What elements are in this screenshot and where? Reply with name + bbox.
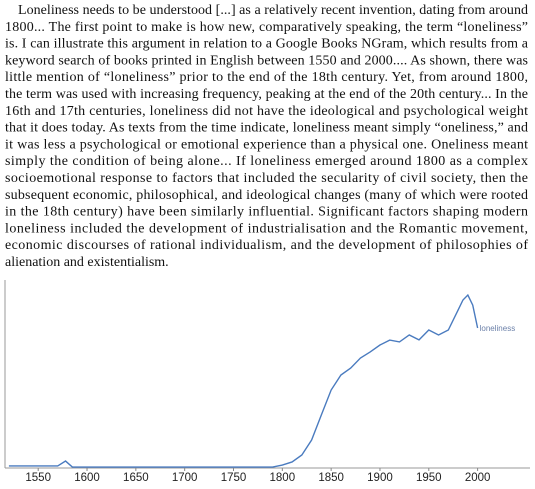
paragraph-line: 1800... The first point to make is how n… bbox=[5, 20, 528, 35]
paragraph-line: socioemotional response to factors that … bbox=[5, 171, 528, 186]
paragraph-line: is. I can illustrate this argument in re… bbox=[5, 37, 529, 52]
x-tick-label: 1850 bbox=[318, 472, 344, 484]
paragraph-line: simply the condition of being alone... I… bbox=[5, 154, 528, 169]
paragraph-line: Loneliness needs to be understood [...] … bbox=[18, 3, 528, 18]
x-tick-label: 1650 bbox=[123, 472, 149, 484]
paragraph-line: alienation and existentialism. bbox=[5, 255, 169, 270]
paragraph-line: the term was used with increasing freque… bbox=[5, 87, 528, 102]
x-tick-label: 1600 bbox=[74, 472, 100, 484]
x-tick-label: 1750 bbox=[221, 472, 247, 484]
paragraph-line: keyword search of books printed in Engli… bbox=[5, 53, 528, 68]
paragraph-line: loneliness included the development of i… bbox=[5, 221, 528, 236]
x-tick-label: 2000 bbox=[465, 472, 491, 484]
x-tick-label: 1550 bbox=[25, 472, 51, 484]
x-tick-label: 1950 bbox=[416, 472, 442, 484]
paragraph-line: that it does today. As texts from the ti… bbox=[5, 121, 528, 136]
paragraph-line: economic discourses of rational individu… bbox=[5, 238, 528, 253]
series-label: loneliness bbox=[480, 324, 516, 333]
paragraph-line: subsequent economic, philosophical, and … bbox=[5, 188, 528, 203]
paragraph-line: little mention of “loneliness” prior to … bbox=[5, 70, 528, 85]
paragraph-line: 16th and 17th centuries, loneliness did … bbox=[5, 104, 528, 119]
paragraph-line: in the 18th century) have been similarly… bbox=[5, 205, 528, 220]
x-tick-label: 1800 bbox=[270, 472, 296, 484]
series-line bbox=[8, 293, 479, 468]
x-tick-label: 1900 bbox=[367, 472, 393, 484]
paragraph-line: it was less a psychological or emotional… bbox=[5, 137, 528, 152]
x-tick-label: 1700 bbox=[172, 472, 198, 484]
